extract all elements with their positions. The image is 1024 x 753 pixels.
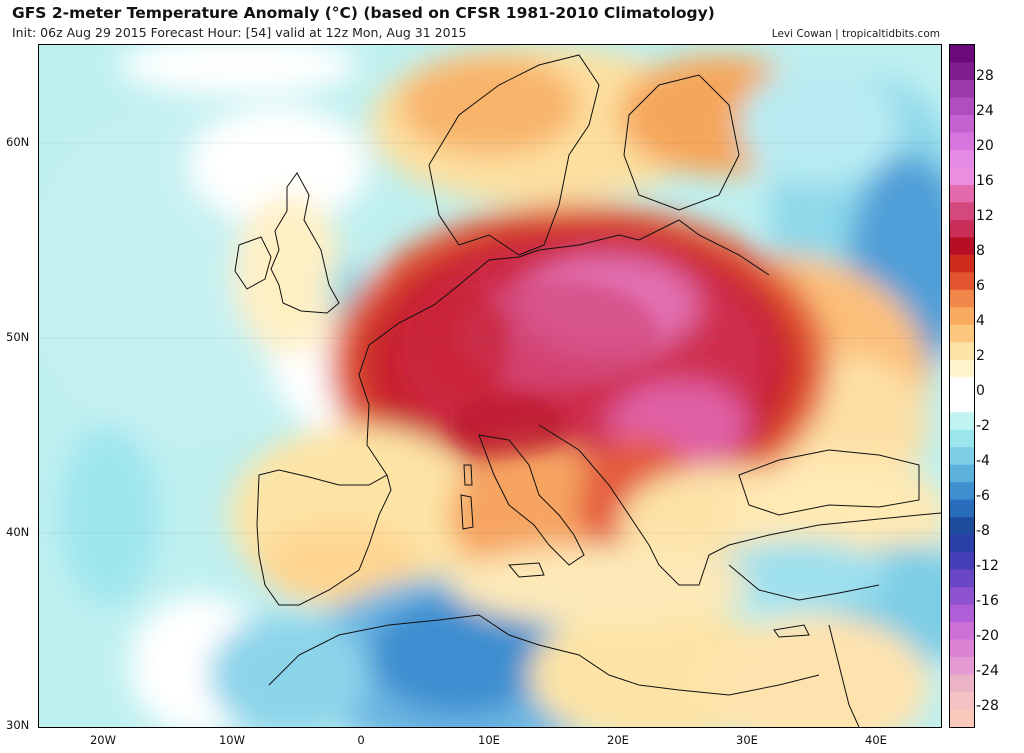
- colorbar: [949, 44, 975, 728]
- colorbar-segment: [950, 219, 974, 238]
- colorbar-segment: [950, 132, 974, 151]
- colorbar-tick-label: 28: [976, 68, 994, 85]
- colorbar-tick-label: -12: [976, 558, 999, 574]
- lon-label-20e: 20E: [607, 733, 629, 747]
- colorbar-tick-label: -8: [976, 523, 990, 539]
- lon-label-20w: 20W: [89, 733, 117, 747]
- colorbar-segment: [950, 604, 974, 623]
- colorbar-segment: [950, 587, 974, 606]
- colorbar-segment: [950, 97, 974, 116]
- colorbar-tick-label: -2: [976, 418, 990, 435]
- colorbar-segment: [950, 342, 974, 361]
- colorbar-segment: [950, 114, 974, 134]
- colorbar-segment: [950, 517, 974, 536]
- colorbar-tick-label: -16: [976, 593, 999, 609]
- colorbar-segment: [950, 237, 974, 256]
- colorbar-tick-label: 6: [976, 278, 985, 295]
- colorbar-segment: [950, 709, 974, 727]
- lat-label-30n: 30N: [6, 718, 30, 732]
- colorbar-segment: [950, 464, 974, 483]
- colorbar-tick-label: -24: [976, 662, 999, 679]
- colorbar-segment: [950, 622, 974, 641]
- colorbar-segment: [950, 324, 974, 343]
- lon-label-10e: 10E: [478, 733, 500, 747]
- colorbar-segment: [950, 552, 974, 571]
- colorbar-segment: [950, 447, 974, 466]
- colorbar-segment: [950, 359, 974, 378]
- colorbar-segment: [950, 499, 974, 518]
- colorbar-segment: [950, 184, 974, 203]
- colorbar-tick-label: 16: [976, 173, 994, 190]
- colorbar-segment: [950, 657, 974, 676]
- colorbar-segment: [950, 534, 974, 553]
- colorbar-segment: [950, 149, 974, 169]
- colorbar-tick-label: -6: [976, 488, 990, 504]
- colorbar-tick-label: -20: [976, 627, 999, 644]
- lat-label-60n: 60N: [6, 135, 30, 149]
- credit-text: Levi Cowan | tropicaltidbits.com: [771, 28, 940, 40]
- colorbar-segment: [950, 482, 974, 501]
- colorbar-segment: [950, 639, 974, 658]
- colorbar-tick-label: 8: [976, 243, 985, 260]
- colorbar-segment: [950, 202, 974, 221]
- colorbar-segment: [950, 254, 974, 273]
- colorbar-segment: [950, 429, 974, 448]
- colorbar-segment: [950, 167, 974, 186]
- lon-label-30e: 30E: [736, 733, 758, 747]
- lat-label-40n: 40N: [6, 525, 30, 539]
- colorbar-tick-label: 20: [976, 138, 994, 155]
- colorbar-segment: [950, 289, 974, 308]
- lon-label-10w: 10W: [218, 733, 246, 747]
- chart-title: GFS 2-meter Temperature Anomaly (°C) (ba…: [12, 4, 715, 22]
- colorbar-segment: [950, 79, 974, 99]
- colorbar-segment: [950, 45, 974, 64]
- colorbar-tick-label: -28: [976, 697, 999, 714]
- colorbar-segment: [950, 692, 974, 711]
- lon-label-40e: 40E: [865, 733, 887, 747]
- colorbar-tick-label: 0: [976, 383, 985, 400]
- colorbar-segment: [950, 377, 974, 396]
- colorbar-segment: [950, 569, 974, 588]
- colorbar-segment: [950, 412, 974, 431]
- anomaly-map: [38, 44, 942, 728]
- lat-label-50n: 50N: [6, 330, 30, 344]
- colorbar-tick-label: -4: [976, 453, 990, 470]
- lon-label-0: 0: [357, 733, 365, 747]
- colorbar-segment: [950, 307, 974, 326]
- colorbar-segment: [950, 272, 974, 291]
- colorbar-segment: [950, 62, 974, 81]
- coastlines: [234, 54, 941, 727]
- colorbar-segment: [950, 394, 974, 413]
- colorbar-tick-label: 12: [976, 208, 994, 225]
- colorbar-tick-label: 4: [976, 313, 985, 330]
- colorbar-segment: [950, 674, 974, 693]
- colorbar-tick-label: 24: [976, 103, 994, 120]
- colorbar-tick-label: 2: [976, 348, 985, 365]
- anomaly-field: [39, 45, 941, 727]
- forecast-info: Init: 06z Aug 29 2015 Forecast Hour: [54…: [12, 25, 467, 40]
